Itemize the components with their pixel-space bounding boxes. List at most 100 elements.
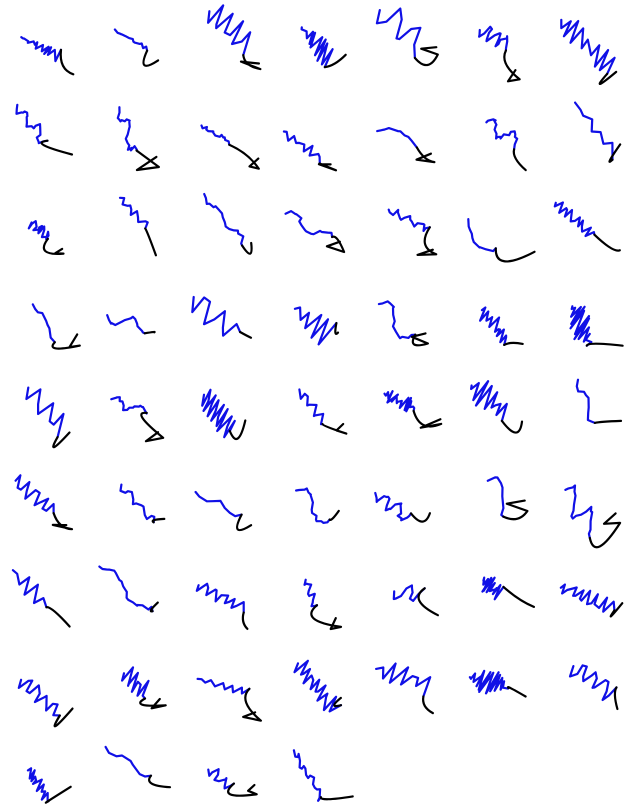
blue-stroke xyxy=(467,218,497,253)
stroke-sample xyxy=(106,314,156,335)
black-stroke xyxy=(144,227,157,257)
black-stroke xyxy=(608,143,622,163)
stroke-sample xyxy=(284,210,346,254)
black-stroke xyxy=(241,611,249,630)
black-stroke xyxy=(235,513,253,532)
blue-stroke xyxy=(375,7,422,59)
black-stroke xyxy=(333,696,343,708)
stroke-sample xyxy=(376,127,436,164)
stroke-sample xyxy=(195,582,249,630)
stroke-sample xyxy=(486,476,529,521)
black-stroke xyxy=(42,237,65,255)
blue-stroke xyxy=(468,669,510,695)
blue-stroke xyxy=(295,487,331,524)
blue-stroke xyxy=(486,476,505,518)
black-stroke xyxy=(502,585,535,608)
stroke-sample xyxy=(200,124,260,170)
stroke-sample xyxy=(196,677,262,722)
stroke-sample xyxy=(293,659,343,713)
blue-stroke xyxy=(26,767,50,803)
blue-stroke xyxy=(121,666,150,700)
blue-stroke xyxy=(201,388,236,439)
black-stroke xyxy=(325,235,346,254)
stroke-sample xyxy=(470,380,524,434)
stroke-sample xyxy=(569,305,624,347)
blue-stroke xyxy=(553,201,596,238)
stroke-sample xyxy=(303,578,343,631)
blue-stroke xyxy=(14,474,55,515)
stroke-sample xyxy=(392,584,439,617)
black-stroke xyxy=(503,49,521,83)
blue-stroke xyxy=(11,569,48,609)
stroke-sample xyxy=(27,220,65,255)
blue-stroke xyxy=(17,678,61,717)
black-stroke xyxy=(149,601,159,613)
stroke-sample xyxy=(481,576,535,608)
blue-stroke xyxy=(284,210,334,239)
blue-stroke xyxy=(110,396,148,415)
stroke-sample xyxy=(98,565,159,613)
blue-stroke xyxy=(376,127,418,149)
blue-stroke xyxy=(200,124,231,146)
black-stroke xyxy=(139,697,167,710)
black-stroke xyxy=(228,419,247,441)
black-stroke xyxy=(416,226,438,256)
blue-stroke xyxy=(300,26,334,69)
blue-stroke xyxy=(20,36,63,63)
blue-stroke xyxy=(98,565,154,613)
black-stroke xyxy=(310,604,343,631)
black-stroke xyxy=(410,332,429,347)
blue-stroke xyxy=(203,192,245,247)
blue-stroke xyxy=(118,196,149,230)
blue-stroke xyxy=(207,4,252,57)
blue-stroke xyxy=(293,306,338,346)
blue-stroke xyxy=(377,300,417,340)
stroke-sample xyxy=(468,669,527,698)
blue-stroke xyxy=(106,314,146,335)
blue-stroke xyxy=(191,295,242,337)
stroke-sample xyxy=(203,192,253,255)
black-stroke xyxy=(148,774,172,789)
black-stroke xyxy=(502,499,529,521)
blue-stroke xyxy=(31,303,56,344)
blue-stroke xyxy=(560,18,616,75)
black-stroke xyxy=(593,233,621,252)
black-stroke xyxy=(51,333,81,350)
stroke-sample xyxy=(121,666,167,710)
blue-stroke xyxy=(292,749,322,802)
stroke-sample xyxy=(575,378,623,424)
black-stroke xyxy=(40,139,74,156)
stroke-sample xyxy=(116,106,160,172)
stroke-sample xyxy=(564,484,622,549)
black-stroke xyxy=(415,146,436,164)
black-stroke xyxy=(241,241,253,255)
black-stroke xyxy=(239,54,262,71)
stroke-sample xyxy=(11,569,71,628)
blue-stroke xyxy=(104,745,153,778)
blue-stroke xyxy=(575,378,596,424)
black-stroke xyxy=(135,149,160,172)
blue-stroke xyxy=(392,584,426,602)
stroke-sample xyxy=(110,396,165,443)
blue-stroke xyxy=(303,578,319,608)
blue-stroke xyxy=(387,208,431,232)
black-stroke xyxy=(328,509,340,522)
black-stroke xyxy=(598,70,618,86)
stroke-sample xyxy=(374,491,431,523)
blue-stroke xyxy=(195,582,245,614)
black-stroke xyxy=(321,422,348,435)
black-stroke xyxy=(422,695,434,715)
stroke-sample xyxy=(119,483,166,524)
blue-stroke xyxy=(481,576,505,601)
black-stroke xyxy=(323,53,347,69)
stroke-sample xyxy=(467,218,536,263)
stroke-sample xyxy=(574,101,622,163)
blue-stroke xyxy=(298,388,325,426)
black-stroke xyxy=(45,606,71,628)
blue-stroke xyxy=(559,583,616,613)
stroke-sample xyxy=(14,474,74,531)
stroke-sample xyxy=(282,130,338,172)
stroke-sample xyxy=(207,768,258,797)
